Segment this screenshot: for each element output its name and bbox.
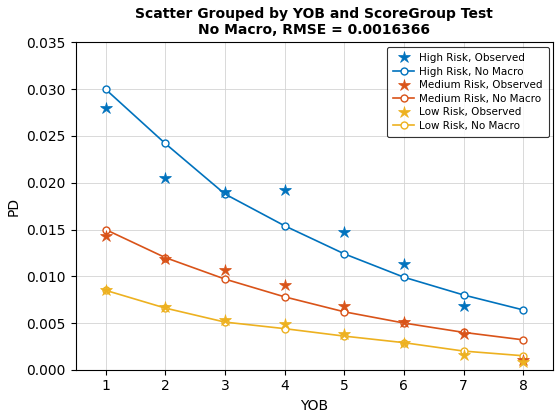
High Risk, Observed [400,262,407,267]
Line: Medium Risk, Observed: Medium Risk, Observed [99,230,529,367]
Medium Risk, Observed [460,332,467,337]
Medium Risk, Observed [400,320,407,325]
Medium Risk, No Macro [460,330,467,335]
High Risk, No Macro [162,141,169,146]
High Risk, Observed [341,230,348,235]
High Risk, Observed [162,176,169,181]
Low Risk, Observed [460,352,467,357]
Line: High Risk, No Macro: High Risk, No Macro [102,86,527,313]
High Risk, No Macro [281,223,288,228]
Medium Risk, No Macro [222,276,228,281]
Medium Risk, Observed [281,282,288,287]
Medium Risk, No Macro [520,337,526,342]
Medium Risk, Observed [520,358,526,363]
Low Risk, No Macro [281,326,288,331]
Y-axis label: PD: PD [7,197,21,216]
Legend: High Risk, Observed, High Risk, No Macro, Medium Risk, Observed, Medium Risk, No: High Risk, Observed, High Risk, No Macro… [387,47,549,137]
High Risk, No Macro [222,192,228,197]
Medium Risk, Observed [222,267,228,272]
Low Risk, No Macro [222,320,228,325]
Title: Scatter Grouped by YOB and ScoreGroup Test
No Macro, RMSE = 0.0016366: Scatter Grouped by YOB and ScoreGroup Te… [136,7,493,37]
Low Risk, No Macro [341,333,348,339]
Low Risk, Observed [162,304,169,310]
Line: Low Risk, No Macro: Low Risk, No Macro [102,287,527,359]
Line: Medium Risk, No Macro: Medium Risk, No Macro [102,226,527,343]
Low Risk, No Macro [400,340,407,345]
Line: Low Risk, Observed: Low Risk, Observed [99,284,529,368]
Medium Risk, No Macro [162,255,169,260]
Medium Risk, Observed [341,304,348,309]
Medium Risk, No Macro [102,227,109,232]
Medium Risk, Observed [102,234,109,239]
Low Risk, No Macro [102,288,109,293]
High Risk, Observed [460,304,467,309]
Low Risk, No Macro [460,349,467,354]
Medium Risk, No Macro [281,294,288,299]
Medium Risk, No Macro [341,309,348,314]
High Risk, No Macro [341,251,348,256]
Medium Risk, Observed [162,257,169,262]
High Risk, No Macro [520,307,526,312]
Low Risk, Observed [400,340,407,345]
High Risk, Observed [102,105,109,110]
High Risk, Observed [281,188,288,193]
X-axis label: YOB: YOB [300,399,329,413]
High Risk, No Macro [400,275,407,280]
Low Risk, No Macro [520,353,526,358]
Low Risk, Observed [281,321,288,326]
Low Risk, Observed [102,288,109,293]
Low Risk, Observed [222,318,228,323]
High Risk, Observed [222,189,228,194]
High Risk, No Macro [102,87,109,92]
High Risk, No Macro [460,292,467,297]
Low Risk, Observed [341,332,348,337]
Medium Risk, No Macro [400,320,407,326]
Line: High Risk, Observed: High Risk, Observed [99,102,470,312]
Low Risk, No Macro [162,305,169,310]
Low Risk, Observed [520,360,526,365]
